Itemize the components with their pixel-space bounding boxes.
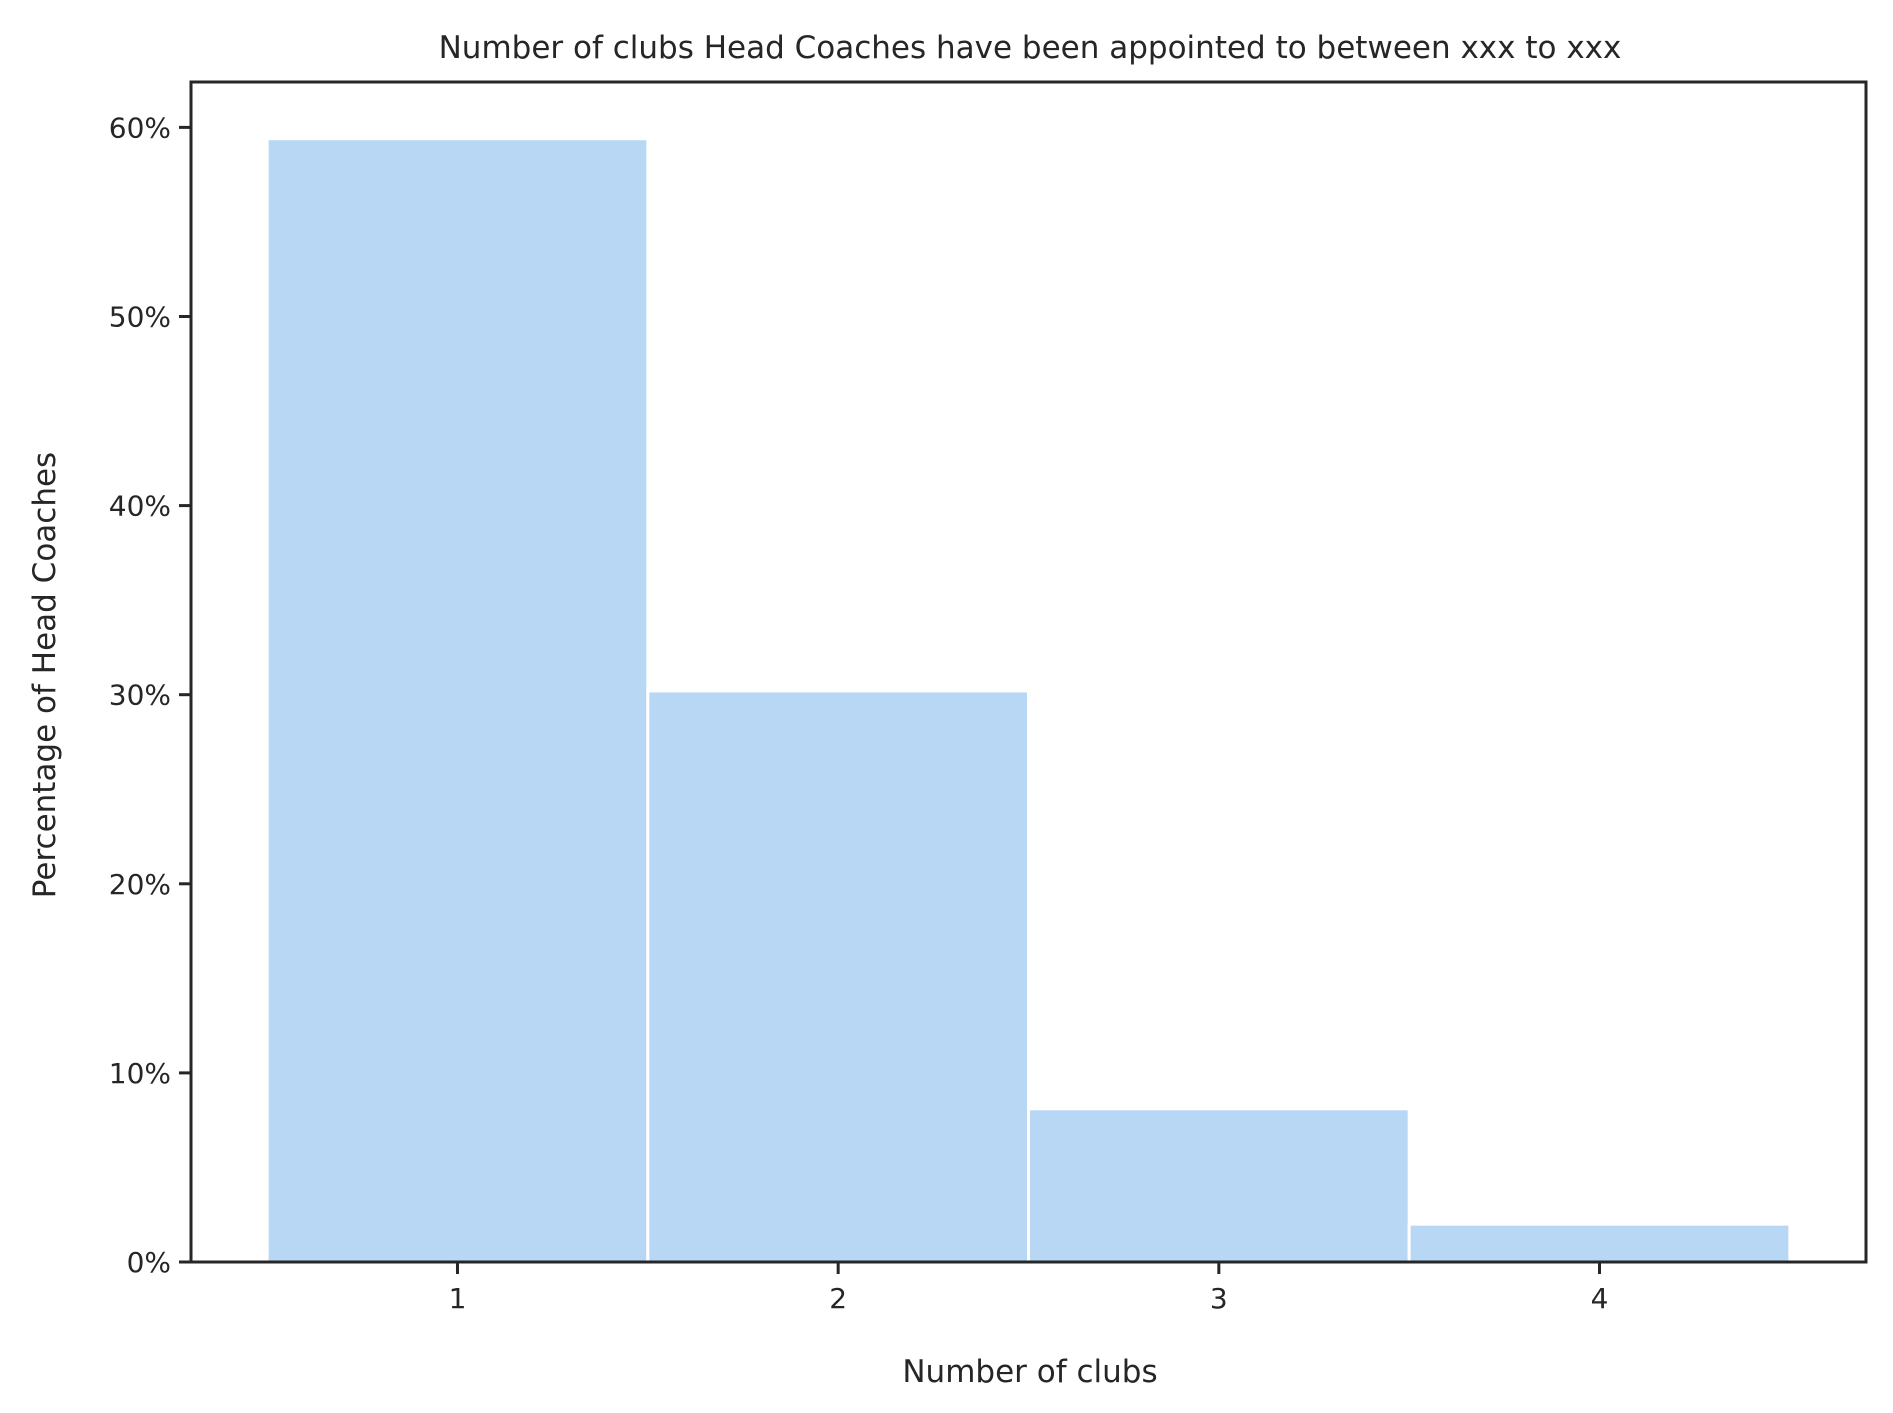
x-axis-ticks: 1 2 3 4	[449, 1262, 1609, 1315]
y-tick-label: 10%	[109, 1057, 171, 1090]
y-tick-label: 0%	[127, 1246, 171, 1279]
plot-frame	[189, 80, 1868, 1264]
y-tick-label: 40%	[109, 490, 171, 523]
y-axis-label: Percentage of Head Coaches	[27, 452, 63, 898]
bar-3	[1027, 1107, 1411, 1264]
bars-group	[265, 137, 1792, 1264]
x-tick-label: 1	[449, 1282, 467, 1315]
y-tick-label: 60%	[109, 111, 171, 144]
bar-4	[1407, 1222, 1792, 1264]
x-tick-label: 3	[1210, 1282, 1228, 1315]
y-tick-label: 20%	[109, 868, 171, 901]
y-tick-label: 30%	[109, 679, 171, 712]
chart-title: Number of clubs Head Coaches have been a…	[439, 30, 1622, 66]
x-tick-label: 2	[829, 1282, 847, 1315]
y-axis-ticks: 0% 10% 20% 30% 40% 50% 60%	[109, 111, 191, 1279]
y-tick-label: 50%	[109, 300, 171, 333]
x-tick-label: 4	[1591, 1282, 1609, 1315]
bar-1	[265, 137, 650, 1264]
x-axis-label: Number of clubs	[902, 1354, 1157, 1390]
bar-2	[646, 689, 1030, 1264]
